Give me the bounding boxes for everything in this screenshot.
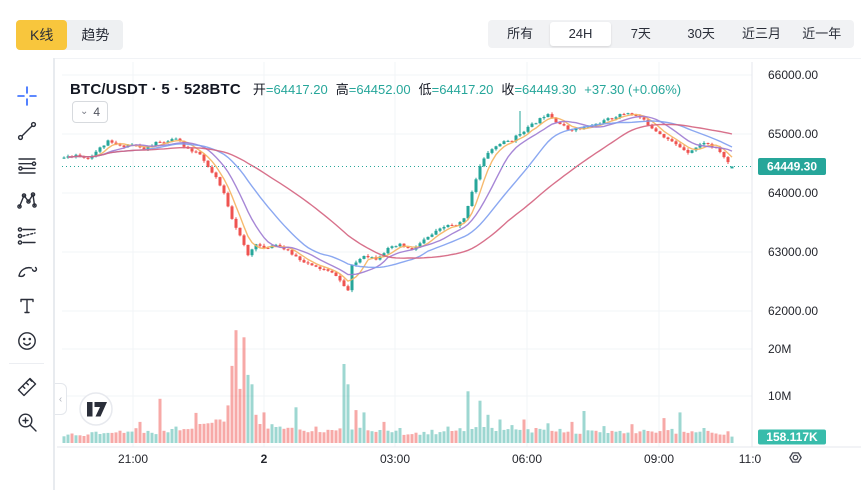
low-value: 64417.20	[439, 82, 494, 97]
zoom-in-icon	[15, 410, 39, 434]
tool-trend-line[interactable]	[8, 113, 46, 148]
svg-text:65000.00: 65000.00	[768, 127, 818, 141]
chart-type-switch: K线 趋势	[16, 20, 124, 50]
close-label: 收	[501, 82, 515, 97]
text-icon	[15, 294, 39, 318]
range-tab-1[interactable]: 24H	[550, 22, 611, 46]
range-tab-4[interactable]: 近三月	[741, 26, 781, 41]
range-tab-3[interactable]: 30天	[687, 26, 715, 41]
price-axis-labels: 66000.00 65000.00 64000.00 63000.00 62000.00…	[768, 68, 818, 403]
svg-text:62000.00: 62000.00	[768, 304, 818, 318]
equals-sign: =	[514, 82, 523, 97]
forecast-icon	[15, 224, 39, 248]
low-label: 低	[418, 82, 432, 97]
chevron-down-icon: ⌄	[80, 106, 89, 117]
last-volume-badge: 158.117K	[758, 429, 826, 445]
settings-icon[interactable]	[784, 446, 806, 468]
range-tab-2[interactable]: 7天	[630, 26, 651, 41]
svg-text:2: 2	[261, 452, 268, 466]
ma-line-5	[67, 113, 733, 282]
emoji-icon	[15, 329, 39, 353]
svg-text:63000.00: 63000.00	[768, 245, 818, 259]
time-axis-labels: 21:00 2 03:00 06:00 09:00 11:0	[118, 452, 762, 466]
trend-line-icon	[15, 119, 39, 143]
open-label: 开	[252, 82, 266, 97]
open-value: 64417.20	[273, 82, 328, 97]
svg-text:20M: 20M	[768, 342, 791, 356]
svg-text:03:00: 03:00	[380, 452, 410, 466]
range-tab-5[interactable]: 近一年	[802, 26, 842, 41]
tool-fib-retracement[interactable]	[8, 148, 46, 183]
brush-icon	[15, 259, 39, 283]
chevron-left-icon: ‹	[58, 393, 63, 405]
high-label: 高	[335, 82, 349, 97]
legend-collapse-chip[interactable]: ⌄ 4	[72, 101, 109, 123]
xabcd-pattern-icon	[15, 189, 39, 213]
svg-text:06:00: 06:00	[512, 452, 542, 466]
change-value: +37.30 (+0.06%)	[584, 82, 682, 97]
equals-sign: =	[431, 82, 440, 97]
svg-text:66000.00: 66000.00	[768, 68, 818, 82]
volume-series	[62, 330, 734, 444]
svg-text:21:00: 21:00	[118, 452, 148, 466]
svg-text:64449.30: 64449.30	[767, 160, 817, 174]
drawing-toolbar	[0, 58, 55, 490]
tool-emoji[interactable]	[8, 323, 46, 358]
high-value: 64452.00	[356, 82, 411, 97]
svg-text:64000.00: 64000.00	[768, 186, 818, 200]
toolbar-collapse-handle[interactable]: ‹	[55, 383, 67, 415]
crosshair-icon	[15, 84, 39, 108]
candlestick-series	[62, 111, 734, 293]
tool-zoom-in[interactable]	[8, 404, 46, 439]
ruler-icon	[15, 375, 39, 399]
close-value: 64449.30	[522, 82, 577, 97]
fib-retracement-icon	[15, 154, 39, 178]
ma-line-10	[67, 115, 733, 276]
svg-text:09:00: 09:00	[644, 452, 674, 466]
tool-crosshair[interactable]	[8, 78, 46, 113]
symbol-title: BTC/USDT · 5 · 528BTC	[70, 81, 241, 98]
tool-forecast[interactable]	[8, 218, 46, 253]
ma-line-20	[67, 120, 733, 269]
chart-type-tab-0[interactable]: K线	[16, 20, 68, 50]
tool-xabcd-pattern[interactable]	[8, 183, 46, 218]
tool-text[interactable]	[8, 288, 46, 323]
svg-text:11:0: 11:0	[739, 452, 762, 466]
tool-brush[interactable]	[8, 253, 46, 288]
horizontal-gridlines	[62, 74, 752, 397]
indicator-count: 4	[93, 105, 101, 119]
equals-sign: =	[265, 82, 274, 97]
chart-canvas[interactable]: 66000.00 65000.00 64000.00 63000.00 62000.00…	[57, 58, 861, 490]
header-bar: K线 趋势 所有 24H 7天 30天 近三月 近一年	[0, 0, 861, 59]
chart-type-tab-1[interactable]: 趋势	[81, 27, 110, 43]
svg-text:158.117K: 158.117K	[766, 430, 818, 444]
tool-ruler[interactable]	[8, 369, 46, 404]
chart-legend: BTC/USDT · 5 · 528BTC 开=64417.20 高=64452…	[70, 79, 681, 98]
svg-text:10M: 10M	[768, 389, 791, 403]
ma-line-40	[67, 123, 733, 259]
tradingview-watermark	[79, 392, 113, 426]
equals-sign: =	[348, 82, 357, 97]
range-tab-0[interactable]: 所有	[507, 26, 534, 41]
toolbar-separator	[9, 363, 44, 364]
time-range-switch: 所有 24H 7天 30天 近三月 近一年	[488, 20, 854, 48]
chart-region: 66000.00 65000.00 64000.00 63000.00 62000.00…	[57, 58, 861, 490]
last-price-badge: 64449.30	[758, 158, 826, 175]
